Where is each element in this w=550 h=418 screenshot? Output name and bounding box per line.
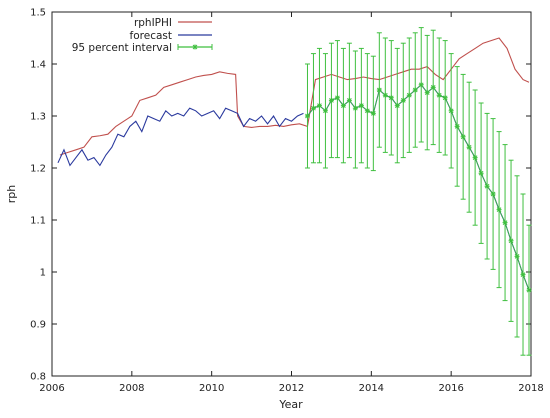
series-line-95-percent-interval (307, 84, 530, 291)
legend-label-forecast: forecast (130, 30, 172, 42)
interval-point-marker (496, 207, 502, 213)
x-tick-label: 2006 (39, 383, 64, 394)
y-tick-label: 1.2 (30, 164, 46, 175)
series-line-forecast-extension (307, 84, 530, 291)
interval-point-marker (412, 87, 418, 93)
interval-point-marker (406, 92, 412, 98)
interval-point-marker (334, 95, 340, 101)
interval-point-marker (424, 90, 430, 96)
legend: rphIPHI forecast 95 percent interval (72, 17, 213, 54)
y-tick-label: 1.3 (30, 112, 46, 123)
interval-point-marker (418, 82, 424, 88)
interval-point-marker (472, 155, 478, 161)
interval-point-marker (400, 97, 406, 103)
legend-swatch-95-percent-interval (177, 44, 213, 50)
interval-point-marker (502, 220, 508, 226)
interval-point-marker (394, 103, 400, 109)
interval-point-marker (514, 253, 520, 259)
interval-point-marker (382, 92, 388, 98)
interval-point-marker (448, 108, 454, 114)
interval-point-marker (340, 103, 346, 109)
interval-point-marker (316, 103, 322, 109)
y-tick-label: 1 (40, 268, 46, 279)
y-tick-label: 1.5 (30, 8, 46, 19)
interval-point-marker (388, 95, 394, 101)
y-tick-label: 0.9 (30, 320, 46, 331)
interval-point-marker (376, 87, 382, 93)
interval-point-marker (322, 108, 328, 114)
interval-point-marker (526, 287, 532, 293)
x-axis-ticks: 2006 2008 2010 2012 2014 2016 2018 (39, 12, 544, 394)
interval-point-marker (454, 123, 460, 129)
interval-point-marker (520, 272, 526, 278)
legend-label-rphiphi: rphIPHI (134, 17, 172, 29)
x-tick-label: 2014 (359, 383, 384, 394)
x-tick-label: 2008 (119, 383, 144, 394)
interval-point-marker (442, 95, 448, 101)
y-tick-label: 1.4 (30, 60, 46, 71)
y-tick-label: 1.1 (30, 216, 46, 227)
series-line-rphiphi (59, 37, 530, 156)
interval-point-marker (310, 105, 316, 111)
y-tick-label: 0.8 (30, 372, 46, 383)
series-layer (57, 27, 532, 356)
interval-point-marker (508, 238, 514, 244)
interval-point-marker (490, 191, 496, 197)
x-tick-label: 2010 (199, 383, 224, 394)
legend-swatch-marker (192, 44, 198, 50)
y-axis-ticks: 0.8 0.9 1 1.1 1.2 1.3 1.4 1.5 (30, 8, 531, 383)
x-tick-label: 2012 (279, 383, 304, 394)
interval-point-marker (460, 134, 466, 140)
interval-point-marker (328, 97, 334, 103)
interval-point-marker (436, 92, 442, 98)
interval-point-marker (346, 97, 352, 103)
interval-point-marker (358, 103, 364, 109)
interval-point-marker (466, 144, 472, 150)
interval-point-marker (304, 113, 310, 119)
x-tick-label: 2016 (438, 383, 463, 394)
interval-point-marker (484, 183, 490, 189)
interval-point-marker (430, 84, 436, 90)
series-line-forecast (57, 107, 304, 167)
legend-label-95-percent-interval: 95 percent interval (72, 42, 172, 54)
x-axis-title: Year (278, 398, 303, 411)
interval-point-marker (478, 170, 484, 176)
interval-point-marker (352, 105, 358, 111)
y-axis-title: rph (5, 185, 18, 204)
interval-point-marker (370, 110, 376, 116)
x-tick-label: 2018 (518, 383, 543, 394)
interval-point-marker (364, 108, 370, 114)
